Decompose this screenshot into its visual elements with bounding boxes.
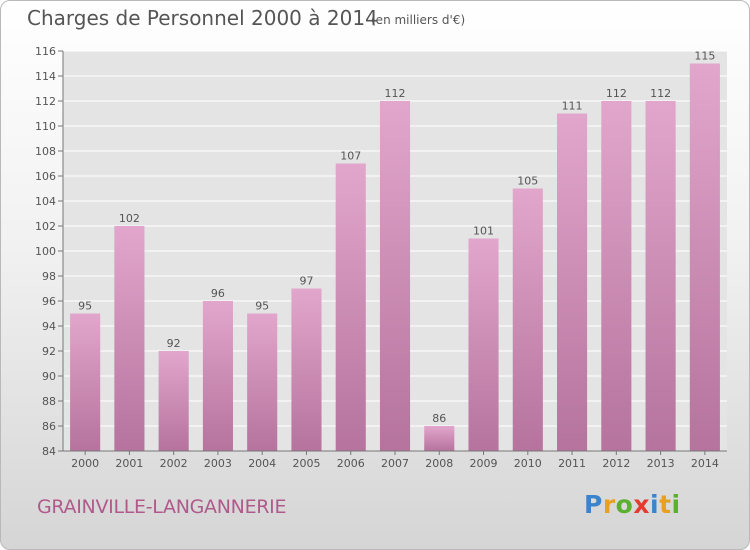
x-tick-label: 2000 <box>71 457 99 470</box>
bar-value-label: 112 <box>385 87 406 100</box>
logo-letter: o <box>615 490 634 519</box>
x-tick-label: 2002 <box>160 457 188 470</box>
logo-letter: P <box>584 490 603 519</box>
bar-value-label: 107 <box>340 150 361 163</box>
bar <box>645 101 676 451</box>
x-tick-label: 2009 <box>470 457 498 470</box>
y-axis: 84 86 88 90 92 94 96 98 100 102 104 106 108 110 112 114… <box>35 45 64 458</box>
bar <box>158 351 189 451</box>
logo-letter: i <box>650 490 660 519</box>
logo-letter: i <box>671 490 681 519</box>
x-tick-label: 2014 <box>691 457 719 470</box>
y-tick-label: 86 <box>42 420 56 433</box>
bar <box>114 226 145 451</box>
logo-letter: x <box>633 490 650 519</box>
bar-value-label: 111 <box>562 100 583 113</box>
bar <box>70 313 101 451</box>
x-axis: 2000 2001 2002 2003 2004 2005 2006 2007 2008 2009… <box>63 450 727 470</box>
y-tick-label: 116 <box>35 45 56 58</box>
bar <box>512 188 543 451</box>
y-tick-label: 98 <box>42 270 56 283</box>
x-tick-label: 2010 <box>514 457 542 470</box>
bar <box>247 313 278 451</box>
bar-value-label: 96 <box>211 287 225 300</box>
bar-value-label: 86 <box>432 412 446 425</box>
y-tick-label: 96 <box>42 295 56 308</box>
bar <box>202 301 233 451</box>
x-tick-label: 2003 <box>204 457 232 470</box>
logo-letter: t <box>659 490 672 519</box>
bar <box>601 101 632 451</box>
bars: 95 102 92 96 95 97 107 112 86 101 105 111 112 112 115 <box>70 50 720 451</box>
bar-value-label: 97 <box>299 275 313 288</box>
bar <box>379 101 411 451</box>
x-tick-label: 2001 <box>115 457 143 470</box>
y-tick-label: 90 <box>42 370 56 383</box>
bar <box>689 63 720 451</box>
y-tick-label: 110 <box>35 120 56 133</box>
bar <box>291 288 322 451</box>
commune-name: GRAINVILLE-LANGANNERIE <box>37 496 287 518</box>
bar-value-label: 115 <box>694 50 715 63</box>
y-tick-label: 106 <box>35 170 56 183</box>
y-tick-label: 108 <box>35 145 56 158</box>
chart-title: Charges de Personnel 2000 à 2014 <box>27 6 378 30</box>
bar-value-label: 102 <box>119 212 140 225</box>
bar <box>424 426 455 451</box>
x-tick-label: 2011 <box>558 457 586 470</box>
x-tick-label: 2012 <box>602 457 630 470</box>
x-tick-label: 2007 <box>381 457 409 470</box>
y-tick-label: 100 <box>35 245 56 258</box>
x-tick-label: 2004 <box>248 457 276 470</box>
y-tick-label: 104 <box>35 195 56 208</box>
logo-letter: r <box>602 490 616 519</box>
bar-value-label: 92 <box>167 337 181 350</box>
bar-value-label: 105 <box>517 175 538 188</box>
bar <box>557 113 588 451</box>
y-tick-label: 92 <box>42 345 56 358</box>
bar <box>335 163 366 451</box>
bar-value-label: 101 <box>473 225 494 238</box>
x-tick-label: 2006 <box>337 457 365 470</box>
y-tick-label: 84 <box>42 445 56 458</box>
x-tick-label: 2008 <box>425 457 453 470</box>
bar-value-label: 95 <box>78 300 92 313</box>
x-tick-label: 2013 <box>647 457 675 470</box>
y-tick-label: 112 <box>35 95 56 108</box>
proxiti-logo[interactable]: Proxiti <box>584 490 681 519</box>
bar-value-label: 112 <box>650 87 671 100</box>
y-tick-label: 88 <box>42 395 56 408</box>
y-tick-label: 102 <box>35 220 56 233</box>
bar-value-label: 95 <box>255 300 269 313</box>
y-tick-label: 94 <box>42 320 56 333</box>
bar <box>468 238 499 451</box>
x-tick-label: 2005 <box>292 457 320 470</box>
chart-subtitle: (en milliers d'€) <box>371 13 466 27</box>
bar-value-label: 112 <box>606 87 627 100</box>
y-tick-label: 114 <box>35 70 56 83</box>
